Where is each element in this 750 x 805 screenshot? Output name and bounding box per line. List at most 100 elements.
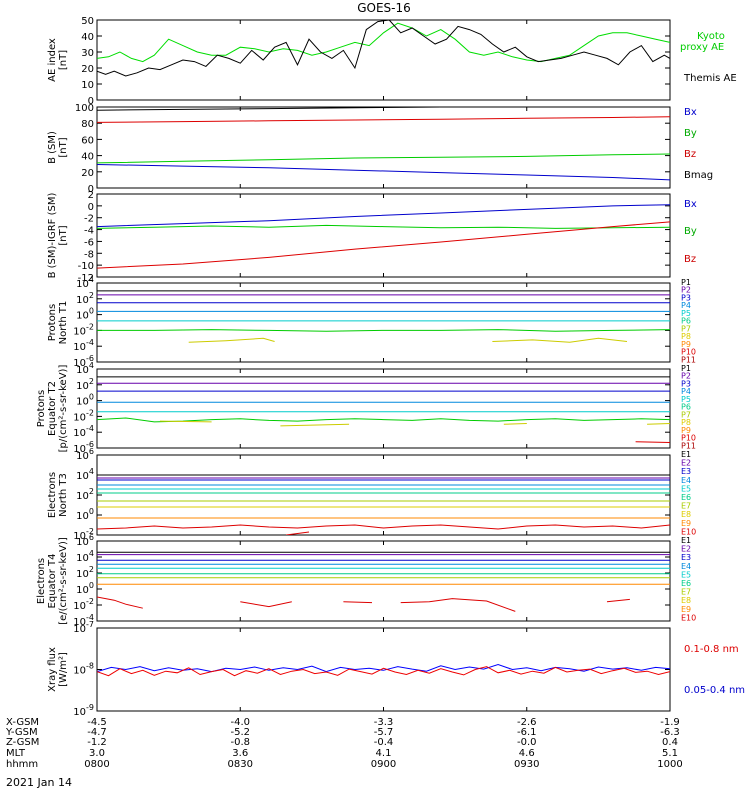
series-line-by — [97, 224, 670, 229]
legend-entry: P3 — [681, 379, 691, 388]
series-line-p7b — [492, 337, 628, 343]
legend-entry: P6 — [681, 403, 691, 412]
y-tick-label: -4 — [84, 226, 94, 237]
y-tick-label: 10-4 — [73, 338, 94, 353]
plot-title: GOES-16 — [357, 1, 411, 15]
footer-row-value: -1.9 — [660, 717, 680, 728]
legend-entry: E9 — [681, 519, 691, 528]
y-axis-label: AE index — [47, 38, 58, 82]
legend-entry: P10 — [681, 348, 696, 357]
legend-entry: E9 — [681, 605, 691, 614]
y-axis-label: Protons — [36, 390, 47, 427]
date-label: 2021 Jan 14 — [6, 776, 72, 789]
y-axis-label: [nT] — [58, 50, 69, 70]
footer-row-value: 4.1 — [376, 748, 392, 759]
footer-row-value: -6.1 — [517, 727, 537, 738]
legend-entry: E5 — [681, 484, 691, 493]
legend-entry: Bz — [684, 254, 696, 265]
legend-entry: E7 — [681, 502, 691, 511]
legend-entry: P7 — [681, 410, 691, 419]
y-axis-label: [p/(cm²-s-sr-keV)] — [58, 365, 69, 453]
panel-frame — [96, 368, 671, 449]
y-tick-label: 0 — [88, 202, 94, 213]
y-axis-label: Equator T4 — [47, 554, 58, 609]
legend-entry: P11 — [681, 355, 696, 364]
panel-frame — [96, 193, 671, 278]
series-line-kyoto-proxy-ae — [97, 22, 670, 63]
y-tick-label: 10-2 — [73, 597, 94, 612]
footer-row-value: 1000 — [657, 759, 682, 770]
series-line-0-1-0-8-nm — [97, 666, 670, 677]
legend-entry: Bx — [684, 199, 697, 210]
legend-entry: By — [684, 226, 697, 237]
y-tick-label: 100 — [76, 307, 94, 322]
y-axis-label: [W/m²] — [58, 652, 69, 687]
footer-row-label: hhmm — [6, 759, 38, 770]
legend-entry: E8 — [681, 596, 691, 605]
y-tick-label: -2 — [84, 214, 94, 225]
footer-row-value: -1.2 — [87, 737, 107, 748]
series-line-e10b — [240, 601, 292, 608]
footer-row-label: Y-GSM — [5, 727, 38, 738]
y-tick-label: 106 — [76, 533, 94, 548]
legend-entry: By — [684, 128, 697, 139]
footer-row-value: 5.1 — [662, 748, 678, 759]
footer-row-value: -6.3 — [660, 727, 680, 738]
panel-frame — [96, 106, 671, 189]
legend-entry: P4 — [681, 387, 691, 396]
legend-entry: E10 — [681, 527, 696, 536]
legend-entry: Kyoto — [697, 31, 725, 42]
y-tick-label: 10-6 — [73, 354, 94, 369]
series-line-e10c — [343, 601, 373, 604]
panel-xray: 10-9 10-8 10-7 Xray flux [W/m²] 0.1-0.8 nm 0.0… — [47, 620, 745, 718]
legend-entry: E7 — [681, 588, 691, 597]
legend-entry: P5 — [681, 395, 691, 404]
y-tick-label: 102 — [76, 487, 94, 502]
footer-row-value: -5.2 — [230, 727, 250, 738]
legend-entry: P1 — [681, 278, 691, 287]
series-line-bz — [97, 116, 670, 123]
panel-frame — [96, 454, 671, 536]
footer-row-value: 0830 — [228, 759, 253, 770]
y-tick-label: -6 — [84, 237, 94, 248]
y-tick-label: 10-4 — [73, 613, 94, 628]
y-tick-label: 30 — [81, 48, 94, 59]
legend-entry: P11 — [681, 441, 696, 450]
y-axis-label: Electrons — [47, 472, 58, 518]
series-line-p7d — [647, 423, 670, 425]
legend-entry: E5 — [681, 570, 691, 579]
legend-entry: E3 — [681, 553, 691, 562]
legend-entry: P9 — [681, 340, 691, 349]
footer-row-value: -0.4 — [374, 737, 394, 748]
y-axis-label: Xray flux — [47, 647, 58, 692]
legend-entry: Themis AE — [683, 73, 737, 84]
footer-row-value: -4.0 — [230, 717, 250, 728]
y-tick-label: 50 — [81, 16, 94, 27]
series-line-bmag — [97, 107, 495, 111]
series-line-bz — [97, 221, 670, 269]
y-tick-label: 40 — [81, 32, 94, 43]
y-tick-label: 10-2 — [73, 527, 94, 542]
y-tick-label: -12 — [78, 273, 94, 284]
y-axis-label: [nT] — [58, 225, 69, 245]
legend-entry: P10 — [681, 434, 696, 443]
legend-entry: E4 — [681, 476, 691, 485]
series-line-bx — [97, 164, 670, 181]
legend-entry: P2 — [681, 286, 691, 295]
y-tick-label: 104 — [76, 467, 94, 482]
y-tick-label: 100 — [76, 393, 94, 408]
footer-row-value: 4.6 — [519, 748, 535, 759]
series-line-e10 — [97, 596, 143, 609]
y-axis-label: Protons — [47, 304, 58, 341]
y-axis-label: North T3 — [58, 473, 69, 517]
y-axis-label: Equator T2 — [47, 381, 58, 436]
y-axis-label: Electrons — [36, 558, 47, 604]
footer-row-value: -2.6 — [517, 717, 537, 728]
y-tick-label: 102 — [76, 377, 94, 392]
y-tick-label: 20 — [81, 168, 94, 179]
y-tick-label: 10-8 — [73, 662, 94, 677]
